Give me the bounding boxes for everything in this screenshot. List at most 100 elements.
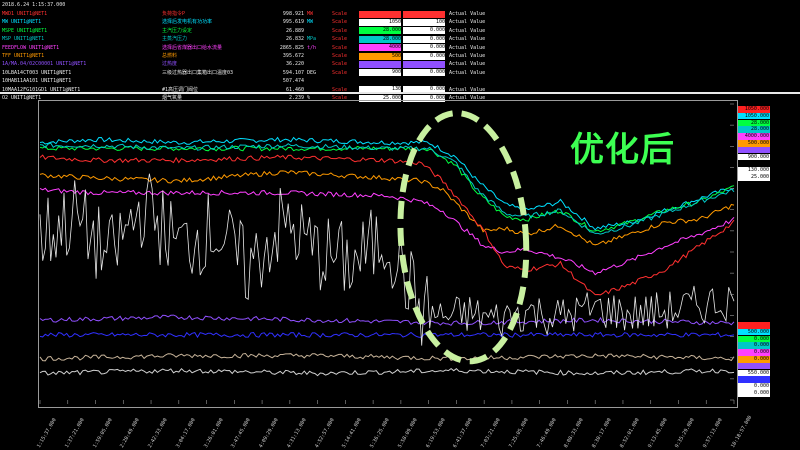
legend-scale-low[interactable] — [403, 61, 445, 69]
legend-row[interactable]: 1A/MA.04/02C00001 UNIT1@NET1 过热度 36.220 Sca… — [2, 60, 522, 69]
legend-scale-low[interactable]: 0.000 — [403, 94, 445, 102]
legend-tag: MWD1 UNIT1@NET1 — [2, 11, 48, 17]
legend-value: 61.460 — [285, 86, 304, 93]
scale-box[interactable] — [738, 376, 770, 383]
legend-scale-high[interactable] — [359, 10, 401, 18]
legend-scale-low[interactable] — [403, 10, 445, 18]
legend-scale-high[interactable]: 1050 — [359, 19, 401, 27]
scale-box[interactable]: 900.000 — [738, 153, 770, 161]
scale-box[interactable]: 0.000 — [738, 349, 770, 356]
legend-row[interactable]: MSPE UNIT1@NET1 主汽压力设定 26.889 Scale 28.000 0.… — [2, 27, 522, 35]
scale-box[interactable] — [738, 322, 770, 329]
legend-row[interactable]: TFF UNIT1@NET1 总燃料 395.672 Scale 500 0.000 Act… — [2, 52, 522, 60]
legend-scale-high[interactable]: 130 — [359, 86, 401, 94]
legend-scale-low[interactable]: 0.000 — [403, 86, 445, 94]
legend-scale-low[interactable]: 0.000 — [403, 35, 445, 43]
scale-box[interactable]: 500.000 — [738, 140, 770, 147]
scale-box[interactable]: 130.000 — [738, 167, 770, 174]
scale-box[interactable] — [738, 362, 770, 370]
legend-actual-value-label: Actual Value — [449, 52, 486, 59]
legend-actual-value-label: Actual Value — [449, 11, 486, 17]
scale-box[interactable]: 25.000 — [738, 174, 770, 181]
timestamp-label: 2018.6.24 1:15:37.000 — [2, 2, 66, 8]
legend-value: 26.832 — [285, 36, 304, 43]
legend-scale-high[interactable]: 25.000 — [359, 94, 401, 102]
scale-box[interactable]: 4000.000 — [738, 133, 770, 140]
legend-scale-low[interactable]: 0.000 — [403, 69, 445, 77]
legend-scale-label: Scale — [332, 27, 348, 34]
series-line — [39, 173, 735, 346]
scale-box[interactable]: 0.000 — [738, 390, 770, 397]
scale-box[interactable]: 0.000 — [738, 356, 770, 363]
legend-scale-high[interactable]: 4000 — [359, 44, 401, 52]
legend-scale-low[interactable]: 0.000 — [403, 27, 445, 35]
legend-value: 995.619 — [282, 19, 304, 26]
annotation-label: 优化后 — [570, 130, 675, 170]
scale-box[interactable]: 550.000 — [738, 369, 770, 377]
series-line — [39, 331, 735, 339]
series-line — [39, 170, 735, 246]
legend-description: 选择后省煤器出口给水流量 — [162, 44, 223, 51]
legend-scale-high[interactable]: 900 — [359, 69, 401, 77]
scale-box[interactable]: 500.000 — [738, 328, 770, 336]
legend-actual-value-label: Actual Value — [449, 69, 486, 76]
scale-box[interactable]: 0.000 — [738, 335, 770, 343]
legend-scale-high[interactable]: 500 — [359, 52, 401, 60]
legend-unit: t/h — [307, 44, 317, 51]
scale-box[interactable] — [738, 160, 770, 167]
series-line — [39, 314, 735, 326]
legend-scale-label: Scale — [332, 86, 348, 93]
legend-actual-value-label: Actual Value — [449, 94, 486, 101]
legend-actual-value-label: Actual Value — [449, 36, 486, 43]
legend-actual-value-label: Actual Value — [449, 61, 486, 68]
legend-scale-label: Scale — [332, 69, 348, 76]
legend-value: 594.107 — [282, 69, 304, 76]
trend-plot-area — [38, 100, 738, 408]
legend-row[interactable]: MW UNIT1@NET1 选择后发电机有功功率 995.619 MW Scale 105… — [2, 18, 522, 27]
legend-scale-label: Scale — [332, 36, 348, 43]
legend-tag: 10HAB11AA101 UNIT1@NET1 — [2, 78, 72, 85]
scale-box[interactable]: 1050.000 — [738, 112, 770, 120]
legend-row[interactable]: MWD1 UNIT1@NET1 负荷指令P 998.921 MW Scale Actual… — [2, 10, 522, 18]
legend-row[interactable]: 10HAB11AA101 UNIT1@NET1 507.474 — [2, 77, 522, 85]
scale-box[interactable] — [738, 146, 770, 154]
legend-scale-high[interactable] — [359, 61, 401, 69]
legend-description: 主汽压力设定 — [162, 27, 193, 34]
legend-row[interactable]: 10MAA12FG101GD1 UNIT1@NET1 #1高压调门阀位 61.460… — [2, 86, 522, 94]
legend-tag: O2 UNIT1@NET1 — [2, 94, 42, 101]
legend-description: 总燃料 — [162, 52, 178, 59]
scale-box[interactable]: 1050.000 — [738, 106, 770, 113]
legend-value: 26.889 — [285, 27, 304, 34]
legend-row[interactable]: FEEDFLOW UNIT1@NET1 选择后省煤器出口给水流量 2865.825 t… — [2, 44, 522, 52]
scale-box[interactable]: 0.000 — [738, 383, 770, 390]
trend-legend-table: MWD1 UNIT1@NET1 负荷指令P 998.921 MW Scale Actual… — [2, 10, 522, 102]
legend-tag: MSPE UNIT1@NET1 — [2, 27, 48, 34]
legend-description: #1高压调门阀位 — [162, 86, 199, 93]
legend-scale-label: Scale — [332, 52, 348, 59]
legend-value: 395.672 — [282, 52, 304, 59]
scale-box[interactable]: 0.000 — [738, 342, 770, 349]
legend-scale-label: Scale — [332, 19, 348, 26]
highlight-ellipse — [397, 110, 530, 365]
legend-scale-high[interactable]: 28.000 — [359, 35, 401, 43]
legend-row[interactable]: MSP UNIT1@NET1 主蒸汽压力 26.832 MPa Scale 28.000 0… — [2, 35, 522, 43]
scale-box[interactable]: 28.000 — [738, 119, 770, 127]
legend-row[interactable]: O2 UNIT1@NET1 烟气氧量 2.239% Scale 25.000 0.000 A… — [2, 94, 522, 102]
legend-unit: MPa — [307, 36, 317, 43]
legend-scale-low[interactable]: 0.000 — [403, 44, 445, 52]
legend-scale-high[interactable]: 28.000 — [359, 27, 401, 35]
legend-actual-value-label: Actual Value — [449, 44, 486, 51]
legend-scale-label: Scale — [332, 94, 348, 101]
legend-scale-low[interactable]: 0.000 — [403, 52, 445, 60]
legend-unit: DEG — [307, 69, 317, 76]
legend-description: 负荷指令P — [162, 11, 186, 17]
scale-box[interactable]: 28.000 — [738, 126, 770, 133]
legend-value: 507.474 — [282, 78, 304, 85]
series-line — [39, 352, 735, 362]
legend-tag: 10LBA14CT003 UNIT1@NET1 — [2, 69, 72, 76]
legend-row[interactable]: 10LBA14CT003 UNIT1@NET1 三级过热器出口集箱出口温度03 59… — [2, 69, 522, 77]
legend-tag: MW UNIT1@NET1 — [2, 19, 42, 26]
legend-actual-value-label: Actual Value — [449, 27, 486, 34]
legend-value: 2865.825 — [279, 44, 304, 51]
legend-scale-low[interactable]: 100 — [403, 19, 445, 27]
